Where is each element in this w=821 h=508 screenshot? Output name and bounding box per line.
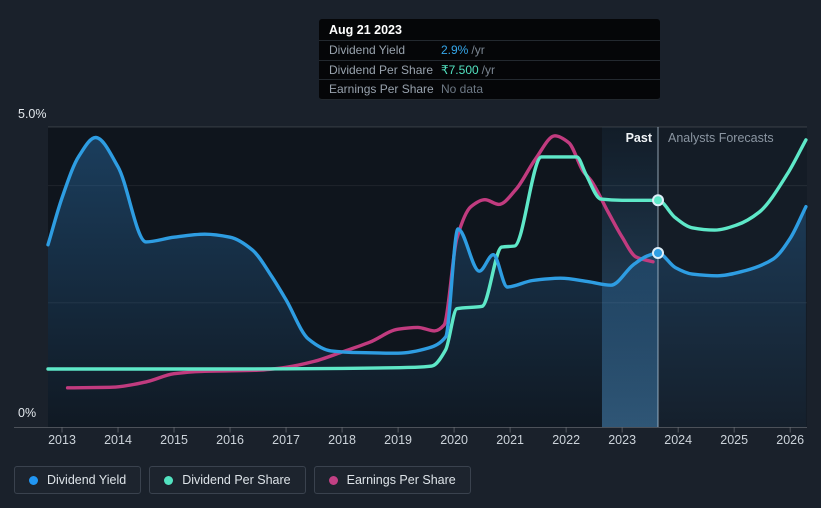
tooltip-label: Dividend Per Share bbox=[329, 62, 434, 77]
dividend-yield-area bbox=[48, 137, 806, 427]
dividend-per-share-dot-icon bbox=[164, 475, 174, 485]
series-line-dividend-per-share bbox=[46, 138, 808, 371]
tooltip-label: Earnings Per Share bbox=[329, 82, 434, 97]
earnings-per-share-dot-icon bbox=[328, 475, 338, 485]
tooltip-date-title: Aug 21 2023 bbox=[329, 23, 402, 37]
legend-label: Earnings Per Share bbox=[346, 473, 456, 487]
tooltip-row-dividend-per-share: Dividend Per Share ₹7.500 /yr bbox=[319, 59, 660, 80]
dividend-yield-dot-icon bbox=[29, 475, 38, 485]
tooltip-value: ₹7.500 bbox=[441, 62, 479, 77]
series-line-dividend-yield bbox=[46, 135, 808, 355]
tooltip-suffix: /yr bbox=[481, 62, 496, 77]
tooltip-value: No data bbox=[441, 82, 484, 97]
chart-tooltip: Aug 21 2023 Dividend Yield 2.9% /yr Divi… bbox=[319, 19, 660, 100]
tooltip-suffix: /yr bbox=[471, 43, 485, 58]
legend-label: Dividend Per Share bbox=[182, 473, 291, 487]
chart-marker-dividend-per-share[interactable] bbox=[652, 194, 665, 207]
chart-legend: Dividend Yield Dividend Per Share Earnin… bbox=[14, 466, 471, 494]
legend-label: Dividend Yield bbox=[47, 473, 127, 487]
tooltip-row-dividend-yield: Dividend Yield 2.9% /yr bbox=[319, 40, 660, 60]
chart-marker-dividend-yield[interactable] bbox=[652, 246, 665, 259]
legend-item-dividend-yield[interactable]: Dividend Yield bbox=[14, 466, 142, 494]
legend-item-dividend-per-share[interactable]: Dividend Per Share bbox=[149, 466, 306, 494]
tooltip-row-earnings-per-share: Earnings Per Share No data bbox=[319, 79, 660, 99]
tooltip-label: Dividend Yield bbox=[329, 43, 406, 58]
tooltip-value: 2.9% bbox=[441, 43, 469, 58]
legend-item-earnings-per-share[interactable]: Earnings Per Share bbox=[313, 466, 471, 494]
